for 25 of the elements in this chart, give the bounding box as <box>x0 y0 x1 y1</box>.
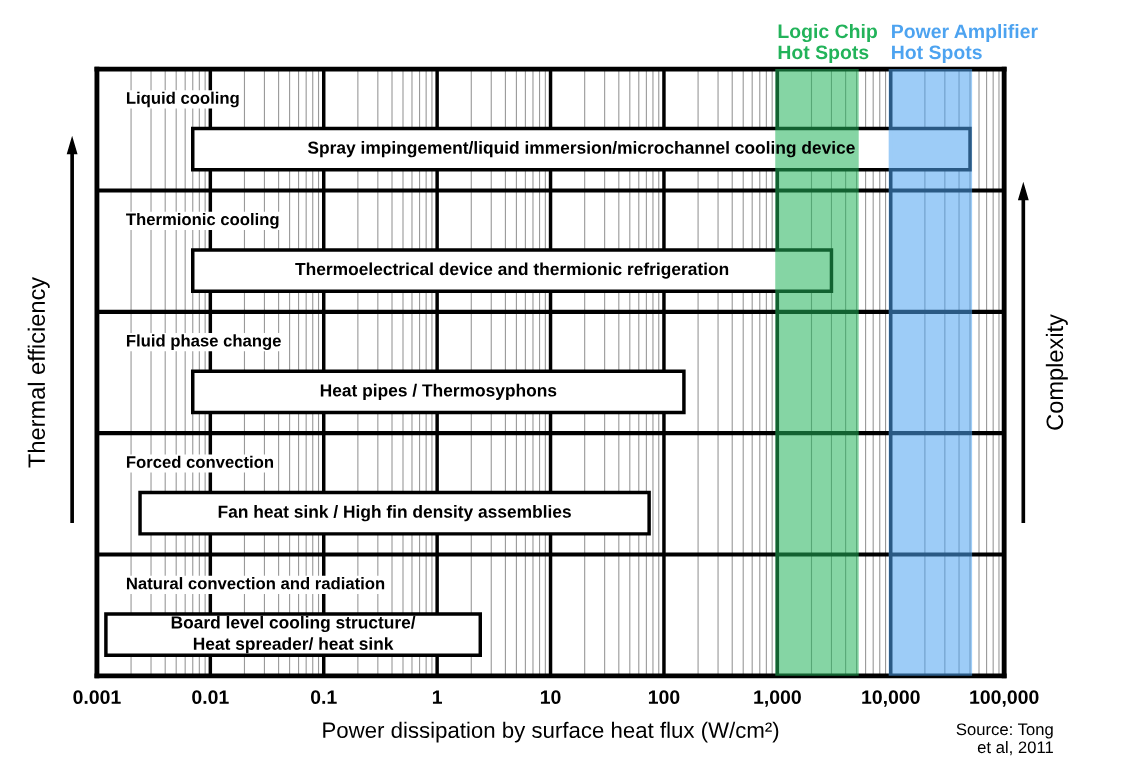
x-axis-title: Power dissipation by surface heat flux (W/cm²) <box>323 721 779 743</box>
band-label: Power Amplifier Hot Spots <box>892 23 1038 64</box>
x-tick-label: 0.01 <box>192 690 229 705</box>
x-tick-label: 0.001 <box>73 690 121 705</box>
x-tick-label: 0.1 <box>310 690 337 705</box>
band-label: Logic Chip Hot Spots <box>778 23 877 64</box>
y-tick-label: Liquid cooling <box>126 91 239 108</box>
y-axis-title: Thermal efficiency <box>27 276 50 468</box>
y-tick-label: Natural convection and radiation <box>126 577 385 590</box>
data-label: Thermoelectrical device and thermionic refrigeration <box>295 262 729 279</box>
x-tick-label: 100 <box>648 690 680 705</box>
y-tick-label: Thermionic cooling <box>126 213 279 229</box>
x-tick-label: 100,000 <box>970 690 1039 707</box>
y2-axis-title: Complexity <box>1045 314 1068 430</box>
source-note: Source: Tong et al, 2011 <box>956 723 1053 756</box>
x-tick-label: 10 <box>540 690 561 705</box>
y-tick-label: Forced convection <box>126 455 274 468</box>
data-label: Spray impingement/liquid immersion/microchannel cooling device <box>307 141 855 158</box>
y-tick-label: Fluid phase change <box>126 334 281 350</box>
x-tick-label: 1,000 <box>754 690 801 707</box>
x-tick-label: 10,000 <box>862 690 920 707</box>
data-label: Fan heat sink / High fin density assemblies <box>218 505 571 522</box>
data-label: Board level cooling structure/ Heat spreader/ heat sink <box>171 615 416 654</box>
data-label: Heat pipes / Thermosyphons <box>320 383 557 400</box>
x-tick-label: 1 <box>432 690 442 704</box>
